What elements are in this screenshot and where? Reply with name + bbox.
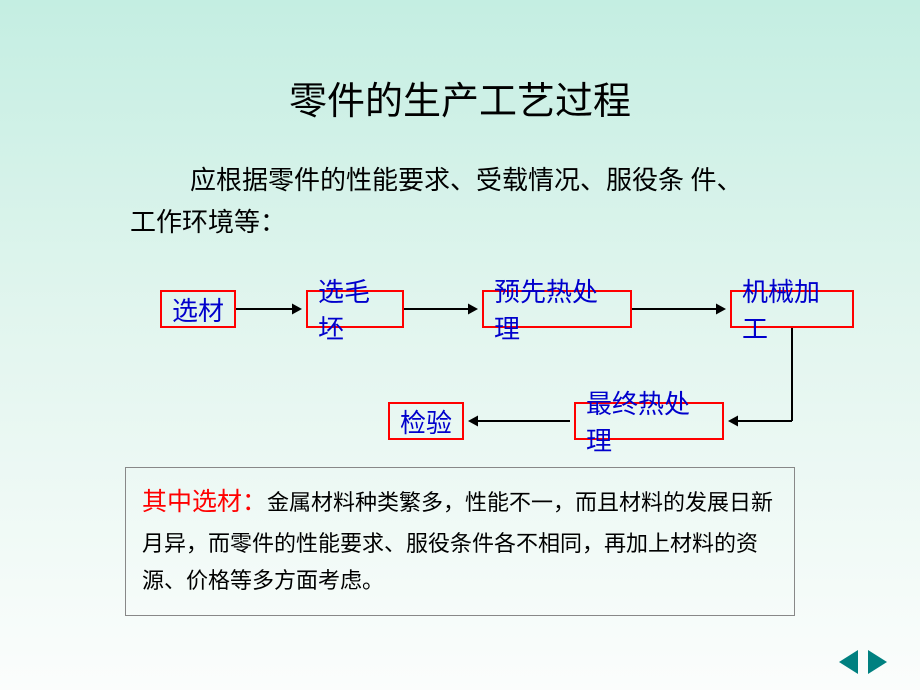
prev-icon[interactable] (836, 648, 864, 676)
flow-node-n1: 选材 (160, 290, 236, 328)
intro-line-2: 工作环境等： (130, 202, 286, 239)
slide-title: 零件的生产工艺过程 (0, 70, 920, 125)
flow-node-n6: 检验 (388, 402, 464, 440)
note-box: 其中选材：金属材料种类繁多，性能不一，而且材料的发展日新月异，而零件的性能要求、… (125, 467, 795, 616)
flow-node-n4: 机械加工 (730, 290, 854, 328)
intro-line-1: 应根据零件的性能要求、受载情况、服役条 件、 (190, 160, 743, 197)
flow-node-n5: 最终热处理 (574, 402, 724, 440)
next-icon[interactable] (864, 648, 892, 676)
flow-node-n2: 选毛坯 (306, 290, 404, 328)
slide: 零件的生产工艺过程 应根据零件的性能要求、受载情况、服役条 件、 工作环境等： … (0, 0, 920, 690)
flow-node-n3: 预先热处理 (482, 290, 632, 328)
nav-controls (836, 648, 892, 676)
note-head: 其中选材： (142, 489, 267, 516)
